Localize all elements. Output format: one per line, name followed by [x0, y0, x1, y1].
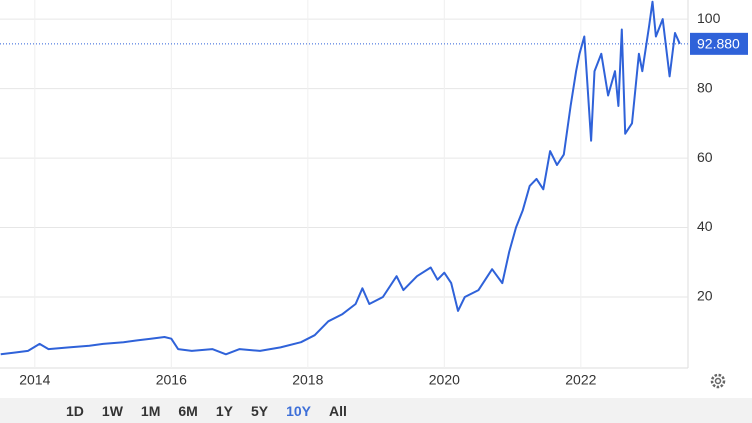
y-tick-label: 60	[697, 149, 713, 165]
settings-gear[interactable]	[710, 373, 726, 389]
y-tick-label: 80	[697, 79, 713, 95]
price-line	[0, 0, 681, 356]
x-tick-label: 2016	[156, 372, 187, 388]
y-tick-label: 20	[697, 288, 713, 304]
x-tick-label: 2014	[19, 372, 50, 388]
range-bar: 1D 1W 1M 6M 1Y 5Y 10Y All	[0, 398, 752, 423]
y-tick-label: 100	[697, 10, 721, 26]
y-tick-label: 40	[697, 218, 713, 234]
range-button[interactable]: 10Y	[286, 402, 311, 419]
range-button[interactable]: 5Y	[250, 402, 269, 419]
x-tick-label: 2022	[565, 372, 596, 388]
last-price-box	[690, 32, 748, 55]
range-button[interactable]: 6M	[178, 402, 198, 419]
range-button[interactable]: 1W	[101, 402, 123, 419]
range-button[interactable]: All	[328, 402, 347, 419]
range-button[interactable]: 1Y	[215, 402, 233, 419]
last-price-label: 92.880	[697, 36, 740, 52]
chart: 20 40 60 80 100 2014 2016 2018 2020 2022 92.880	[0, 0, 748, 389]
x-tick-label: 2020	[429, 372, 460, 388]
x-tick-label: 2018	[292, 372, 323, 388]
range-button[interactable]: 1D	[66, 402, 84, 419]
range-button[interactable]: 1M	[140, 402, 161, 419]
